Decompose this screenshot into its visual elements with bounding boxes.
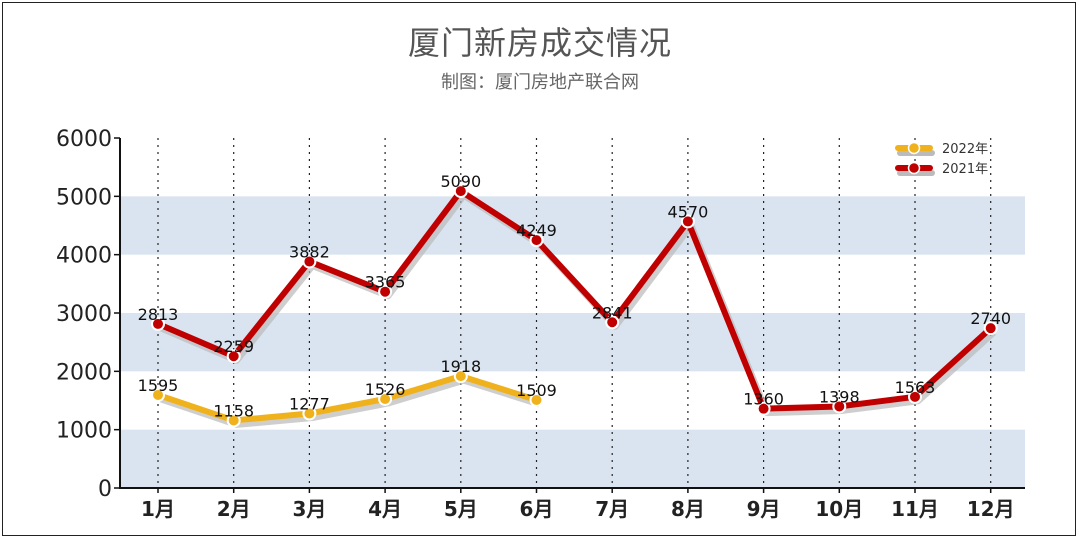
x-tick-label: 1月 [141,497,175,521]
y-tick-label: 6000 [56,127,112,152]
data-point [226,349,241,364]
x-tick-label: 2月 [217,497,251,521]
series-line [157,373,538,424]
y-tick-label: 5000 [56,185,112,210]
data-point [378,391,393,406]
data-label: 1360 [743,390,784,409]
x-tick-label: 6月 [520,497,554,521]
grid-band [120,196,1025,255]
y-tick-label: 1000 [56,419,112,444]
data-point [983,321,998,336]
data-label: 2813 [138,305,179,324]
data-label: 3365 [365,273,406,292]
legend-marker [907,141,921,155]
data-point [529,392,544,407]
data-label: 1918 [440,357,481,376]
data-point [151,316,165,331]
x-tick-label: 7月 [595,497,629,521]
x-tick-label: 5月 [444,497,478,521]
data-label: 1158 [213,401,254,420]
legend-label: 2022年 [942,142,988,157]
data-label: 1509 [516,381,557,400]
data-point [453,184,468,199]
chart-subtitle: 制图：厦门房地产联合网 [441,72,639,93]
x-tick-label: 11月 [891,497,939,521]
data-label: 4570 [668,202,709,221]
y-tick-label: 2000 [56,360,112,385]
legend-marker [907,161,921,175]
data-label: 2841 [592,303,633,322]
data-point [680,214,695,229]
data-point [302,406,317,421]
data-point [756,401,771,416]
x-tick-label: 8月 [671,497,705,521]
data-label: 4249 [516,221,557,240]
data-label: 1277 [289,395,330,414]
legend-label: 2021年 [942,162,988,177]
x-tick-label: 12月 [967,497,1015,521]
data-label: 1595 [138,376,179,395]
x-tick-label: 10月 [815,497,863,521]
y-tick-label: 0 [98,477,112,502]
data-point [605,315,620,330]
grid-band [120,313,1025,372]
data-point [529,233,544,248]
x-tick-label: 9月 [747,497,781,521]
data-point [832,399,847,414]
data-point [908,389,922,404]
data-label: 5090 [440,172,481,191]
x-tick-label: 3月 [292,497,326,521]
y-tick-label: 3000 [56,302,112,327]
series-line [156,188,993,412]
x-tick-label: 4月 [368,497,402,521]
data-point [378,284,393,299]
data-label: 1563 [895,378,936,397]
data-point [453,369,468,384]
data-point [226,413,241,428]
chart-title: 厦门新房成交情况 [407,24,672,62]
data-label: 1398 [819,387,860,406]
data-label: 1526 [365,380,406,399]
data-label: 2259 [213,337,254,356]
y-tick-label: 4000 [56,244,112,269]
grid-band [120,429,1025,488]
data-label: 3882 [289,243,330,262]
data-point [302,254,317,269]
data-label: 2740 [970,309,1011,328]
data-point [151,387,165,402]
